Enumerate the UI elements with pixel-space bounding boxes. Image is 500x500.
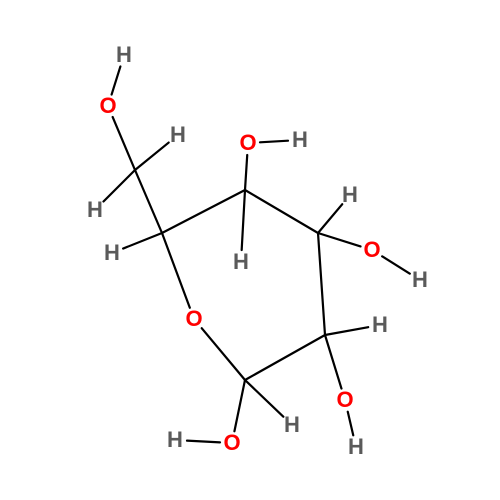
bond (112, 66, 121, 94)
bond (242, 190, 245, 250)
bond (318, 204, 342, 233)
bond (202, 328, 245, 380)
atom-H: H (342, 182, 358, 208)
atom-H: H (116, 42, 132, 68)
bond (245, 335, 325, 380)
molecule-bonds (0, 0, 500, 500)
bond (162, 190, 245, 233)
bond (245, 155, 247, 190)
atom-H: H (284, 412, 300, 438)
atom-O: O (99, 93, 116, 119)
atom-H: H (170, 122, 186, 148)
atom-H: H (104, 240, 120, 266)
bond (234, 380, 245, 431)
bond (135, 143, 169, 170)
bond (135, 170, 162, 233)
bond (382, 256, 410, 273)
bond (187, 441, 220, 443)
atom-H: H (348, 434, 364, 460)
bond (245, 380, 283, 417)
bond (113, 117, 135, 170)
atom-O: O (185, 306, 202, 332)
bond (123, 233, 162, 249)
atom-H: H (372, 312, 388, 338)
bond (325, 327, 368, 335)
bond (162, 233, 190, 308)
bond (348, 412, 354, 436)
atom-H: H (87, 197, 103, 223)
bond (318, 233, 325, 335)
bond (103, 170, 135, 202)
atom-H: H (292, 127, 308, 153)
atom-O: O (223, 430, 240, 456)
bond (325, 335, 341, 389)
atom-H: H (233, 249, 249, 275)
atom-O: O (239, 130, 256, 156)
bond (260, 141, 288, 143)
atom-O: O (363, 237, 380, 263)
bond (318, 233, 361, 246)
atom-O: O (336, 387, 353, 413)
bond (245, 190, 318, 233)
atom-H: H (412, 267, 428, 293)
atom-H: H (167, 427, 183, 453)
